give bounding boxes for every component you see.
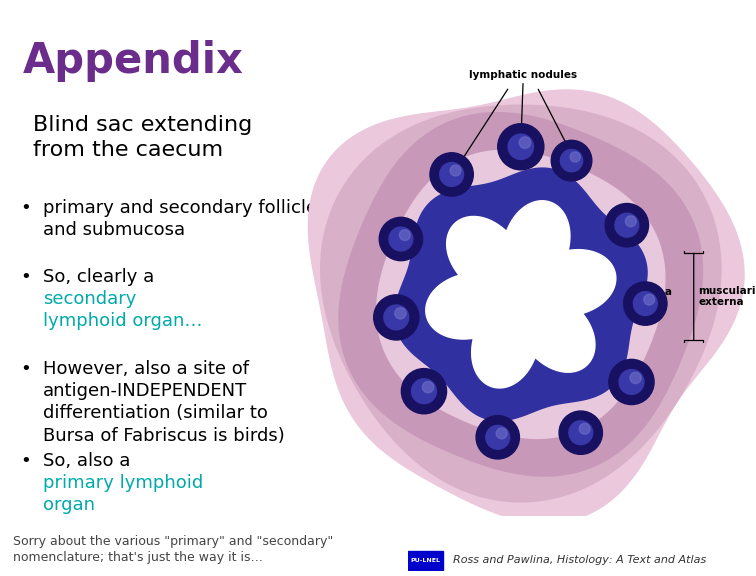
Circle shape [609,359,654,404]
Circle shape [559,411,603,454]
Polygon shape [395,168,647,420]
Circle shape [373,295,419,340]
Circle shape [644,294,655,305]
Circle shape [508,134,534,160]
Circle shape [519,137,531,149]
Text: mucosa: mucosa [381,287,426,297]
Circle shape [606,203,649,247]
Text: Appendix: Appendix [23,40,244,82]
Circle shape [440,162,463,187]
Circle shape [615,213,639,237]
Circle shape [384,305,409,330]
Circle shape [395,308,406,319]
Circle shape [569,421,593,445]
Text: Sorry about the various "primary" and "secondary"
nomenclature; that's just the : Sorry about the various "primary" and "s… [14,535,333,563]
Text: •: • [20,199,31,217]
Text: primary and secondary follicles in lamina propria
and submucosa: primary and secondary follicles in lamin… [43,199,487,239]
Circle shape [497,124,544,170]
Circle shape [579,423,590,434]
Polygon shape [308,90,744,523]
Text: Ross and Pawlina, Histology: A Text and Atlas: Ross and Pawlina, Histology: A Text and … [453,555,706,566]
Circle shape [619,370,644,395]
Circle shape [450,165,461,176]
Text: •: • [20,360,31,378]
Circle shape [476,416,519,459]
Circle shape [411,379,436,404]
Circle shape [551,141,592,181]
Text: So, clearly a: So, clearly a [43,268,160,286]
Polygon shape [339,112,702,476]
Circle shape [423,381,434,393]
Text: submucosa: submucosa [606,287,672,297]
Text: lymphatic nodules: lymphatic nodules [469,70,577,80]
Circle shape [570,152,581,162]
Circle shape [634,291,657,316]
Circle shape [630,372,641,384]
Text: However, also a site of
antigen-INDEPENDENT
differentiation (similar to
Bursa of: However, also a site of antigen-INDEPEND… [43,360,285,445]
Circle shape [380,217,423,261]
Circle shape [430,153,473,196]
Circle shape [401,369,447,414]
Text: •: • [20,452,31,470]
Circle shape [496,428,507,439]
Text: PU-LNEL: PU-LNEL [411,558,441,563]
FancyBboxPatch shape [408,551,443,570]
Polygon shape [426,200,616,388]
Circle shape [486,426,510,449]
Circle shape [399,230,411,241]
Circle shape [389,227,413,251]
Text: So, also a: So, also a [43,452,136,470]
Text: muscularis
externa: muscularis externa [699,286,756,308]
Circle shape [624,282,667,325]
Circle shape [625,216,637,227]
Circle shape [560,149,583,172]
Polygon shape [321,105,721,502]
Text: primary lymphoid
organ: primary lymphoid organ [43,474,203,514]
Text: •: • [20,268,31,286]
Text: secondary
lymphoid organ…: secondary lymphoid organ… [43,290,203,330]
Text: Blind sac extending
from the caecum: Blind sac extending from the caecum [33,115,253,160]
Polygon shape [376,150,665,438]
